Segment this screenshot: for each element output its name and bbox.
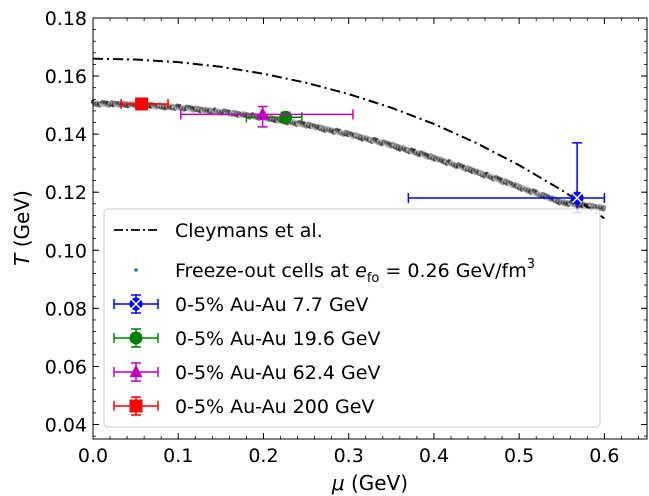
legend-cleymans-label: Cleymans et al. (175, 220, 323, 242)
y-tick-label: 0.10 (45, 240, 87, 262)
y-tick-label: 0.08 (45, 298, 87, 320)
series-0-marker-cross-b (572, 192, 583, 204)
x-tick-label: 0.1 (163, 445, 193, 467)
legend-series-1-marker (129, 331, 143, 345)
series-1-marker (279, 110, 293, 124)
x-tick-label: 0.0 (78, 445, 108, 467)
legend: Cleymans et al. Freeze-out cells at efo … (103, 208, 601, 428)
legend-freezeout-label: Freeze-out cells at efo = 0.26 GeV/fm3 (175, 257, 535, 286)
points-layer (120, 97, 606, 214)
y-tick-label: 0.18 (45, 8, 87, 30)
y-tick-label: 0.06 (45, 356, 87, 378)
cleymans-curve (92, 57, 605, 220)
y-axis-label: T (GeV) (10, 190, 34, 266)
y-tick-label: 0.16 (45, 66, 87, 88)
series-3-marker (135, 97, 149, 111)
legend-series-0-marker-cross-b (130, 298, 142, 310)
x-tick-label: 0.2 (248, 445, 278, 467)
curve-layer (90, 57, 607, 220)
series-0 (407, 142, 606, 214)
series-2-marker (256, 106, 270, 120)
series-3 (120, 97, 169, 111)
series-2 (180, 105, 354, 128)
legend-series-2-marker (129, 364, 143, 378)
y-tick-label: 0.12 (45, 182, 87, 204)
freezeout-cell (602, 205, 607, 210)
y-tick-label: 0.14 (45, 124, 87, 146)
legend-series-group (113, 294, 159, 416)
x-tick-label: 0.6 (589, 445, 619, 467)
legend-series-1-label: 0-5% Au-Au 19.6 GeV (175, 328, 380, 350)
legend-series-3-marker (129, 399, 143, 413)
ticks-layer: 0.0 0.1 0.2 0.3 0.4 0.5 0.6 0.04 0.06 0.08 0.10 0.1… (45, 8, 647, 467)
x-axis-label: μ (GeV) (331, 471, 408, 495)
x-tick-label: 0.5 (504, 445, 534, 467)
legend-box (103, 208, 601, 428)
x-tick-label: 0.4 (419, 445, 449, 467)
legend-series-3-label: 0-5% Au-Au 200 GeV (175, 396, 374, 418)
y-tick-label: 0.04 (45, 414, 87, 436)
x-tick-label: 0.3 (334, 445, 364, 467)
plot-frame (92, 17, 648, 440)
legend-freezeout-swatch (134, 268, 138, 272)
legend-series-0-label: 0-5% Au-Au 7.7 GeV (175, 294, 368, 316)
legend-series-2-label: 0-5% Au-Au 62.4 GeV (175, 362, 380, 384)
